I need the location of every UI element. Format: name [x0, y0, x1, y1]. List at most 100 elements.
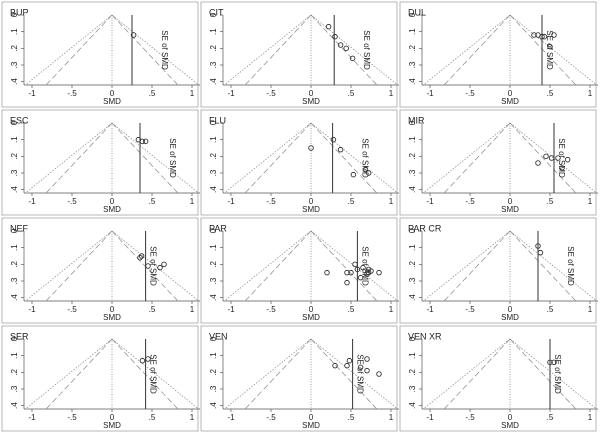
- panel-title: MIR: [408, 115, 425, 125]
- funnel-line: [310, 122, 378, 194]
- funnel-line: [509, 14, 577, 86]
- y-axis-label: SE of SMD: [557, 138, 566, 178]
- panel-title: FLU: [209, 115, 226, 125]
- funnel-line: [443, 122, 511, 194]
- x-tick-label: -.5: [67, 197, 77, 206]
- panel-title: CIT: [209, 7, 224, 17]
- y-tick-label: .2: [408, 44, 417, 51]
- funnel-line: [423, 14, 511, 86]
- point: [350, 171, 357, 178]
- x-tick-label: 1: [190, 197, 195, 206]
- point: [308, 145, 314, 151]
- funnel-line: [111, 230, 199, 302]
- panel-frame: [1, 109, 199, 216]
- point: [344, 362, 350, 369]
- x-tick-label: 0: [110, 413, 115, 422]
- point: [357, 274, 364, 281]
- y-tick-label: 0: [10, 12, 19, 17]
- panel-frame: [200, 1, 398, 108]
- panel: -1 -.5 0 .5 1 0 .1 .2 .3 .4 DUL SMD SE of SMD: [399, 1, 598, 108]
- y-tick-label: 0: [209, 120, 218, 125]
- y-tick-label: .1: [408, 136, 417, 143]
- panel-frame: [1, 217, 199, 324]
- funnel-line: [310, 230, 398, 302]
- funnel-line: [509, 122, 577, 194]
- y-tick-label: .1: [10, 28, 19, 35]
- x-tick-label: -.5: [465, 89, 475, 98]
- panel: -1 -.5 0 .5 1 0 .1 .2 .3 .4 NEF SMD SE of SMD: [1, 217, 200, 324]
- point: [337, 146, 344, 153]
- x-tick-label: .5: [348, 89, 355, 98]
- y-tick-label: 0: [408, 120, 417, 125]
- y-tick-label: .3: [10, 169, 19, 176]
- panel-frame: [1, 1, 199, 108]
- x-tick-label: -1: [28, 305, 36, 314]
- panel-title: SER: [10, 331, 29, 341]
- point: [346, 357, 353, 364]
- x-tick-label: 1: [588, 305, 593, 314]
- x-axis-label: SMD: [501, 313, 519, 322]
- x-tick-label: -1: [426, 89, 434, 98]
- point: [365, 269, 372, 276]
- x-tick-label: -1: [426, 197, 434, 206]
- point: [364, 271, 370, 278]
- y-tick-label: 0: [408, 12, 417, 17]
- y-tick-label: .4: [209, 78, 218, 85]
- y-tick-label: .2: [408, 152, 417, 159]
- funnel-line: [443, 230, 511, 302]
- y-axis-label: SE of SMD: [160, 30, 169, 70]
- x-axis-label: SMD: [103, 421, 121, 430]
- y-tick-label: .4: [408, 402, 417, 409]
- point: [364, 367, 370, 374]
- x-tick-label: -1: [28, 89, 36, 98]
- y-tick-label: .3: [10, 277, 19, 284]
- point: [376, 269, 382, 276]
- y-axis-label: SE of SMD: [148, 246, 157, 286]
- point: [354, 266, 361, 273]
- funnel-line: [111, 14, 199, 86]
- x-axis-label: SMD: [302, 97, 320, 106]
- funnel-line: [509, 230, 577, 302]
- y-tick-label: 0: [408, 228, 417, 233]
- panel: -1 -.5 0 .5 1 0 .1 .2 .3 .4 FLU SMD SE of SMD: [200, 109, 399, 216]
- x-tick-label: -1: [426, 305, 434, 314]
- x-axis-label: SMD: [501, 97, 519, 106]
- y-tick-label: .1: [10, 352, 19, 359]
- x-tick-label: -.5: [266, 413, 276, 422]
- point: [547, 359, 553, 366]
- x-tick-label: 1: [190, 305, 195, 314]
- x-tick-label: -.5: [266, 197, 276, 206]
- point: [548, 155, 555, 161]
- funnel-line: [25, 14, 113, 86]
- x-tick-label: -.5: [465, 197, 475, 206]
- panel-frame: [399, 109, 597, 216]
- y-tick-label: .2: [10, 152, 19, 159]
- y-axis-label: SE of SMD: [355, 354, 364, 394]
- x-tick-label: .5: [149, 197, 156, 206]
- y-tick-label: 0: [209, 228, 218, 233]
- y-tick-label: .2: [10, 368, 19, 375]
- point: [324, 269, 330, 276]
- point: [564, 156, 571, 163]
- funnel-line: [310, 14, 378, 86]
- y-tick-label: .2: [408, 368, 417, 375]
- point: [352, 261, 358, 268]
- funnel-line: [509, 230, 597, 302]
- x-tick-label: -.5: [67, 305, 77, 314]
- x-tick-label: -.5: [266, 305, 276, 314]
- x-tick-label: -1: [227, 413, 235, 422]
- funnel-line: [443, 338, 511, 410]
- x-tick-label: 0: [110, 305, 115, 314]
- x-tick-label: .5: [547, 305, 554, 314]
- y-axis-label: SE of SMD: [148, 354, 157, 394]
- point: [365, 170, 372, 176]
- x-tick-label: .5: [547, 197, 554, 206]
- funnel-line: [509, 14, 597, 86]
- funnel-line: [111, 122, 179, 194]
- x-tick-label: 0: [508, 413, 513, 422]
- panel: -1 -.5 0 .5 1 0 .1 .2 .3 .4 VEN SMD SE of SMD: [200, 325, 399, 432]
- x-tick-label: 0: [309, 413, 314, 422]
- point: [360, 264, 366, 271]
- x-axis-label: SMD: [302, 205, 320, 214]
